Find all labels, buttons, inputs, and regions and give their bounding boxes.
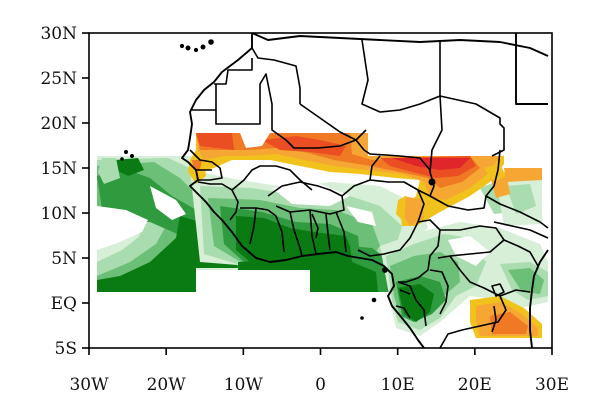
y-tick-label: 30N: [40, 24, 77, 44]
lake-volta: [311, 213, 319, 239]
white-gap-coast-2: [346, 206, 376, 226]
y-tick-label: EQ: [51, 294, 77, 314]
lake-chad: [428, 178, 436, 186]
x-tick-label: 20W: [147, 375, 187, 395]
border-western-sahara: [190, 58, 253, 111]
y-tick-label: 20N: [40, 114, 77, 134]
canary-island: [208, 39, 214, 45]
x-tick-label: 10W: [224, 375, 264, 395]
lakes: [311, 213, 505, 333]
white-hole-center: [240, 133, 270, 148]
border-algeria-libya: [361, 39, 441, 113]
x-tick-label: 20E: [458, 375, 492, 395]
orange-band: [196, 133, 480, 188]
red-orange-center: [262, 136, 346, 156]
y-tick-label: 25N: [40, 69, 77, 89]
x-tick-label: 30E: [535, 375, 569, 395]
x-tick-label: 10E: [381, 375, 415, 395]
cape-verde-island: [124, 150, 128, 154]
red-sea-coast: [515, 33, 548, 105]
border-east: [499, 239, 539, 297]
africa-coastline: [181, 33, 425, 348]
yellow-patch-ne: [484, 164, 506, 182]
white-gap-2: [150, 186, 186, 220]
cape-verde-island: [120, 157, 124, 161]
islands: [120, 39, 436, 320]
border-sudan-south: [485, 195, 549, 239]
white-gap: [97, 206, 148, 250]
canary-island: [179, 43, 185, 49]
border-ghana: [289, 209, 317, 257]
cape-verde-island: [130, 154, 134, 158]
angola-field: [470, 296, 542, 338]
orange-stripe-east: [504, 168, 542, 182]
bioko-island: [382, 267, 388, 273]
green-dark-coast: [236, 216, 352, 262]
x-tick-label: 30W: [69, 375, 109, 395]
green-light-ne2: [506, 184, 536, 214]
border-senegal: [189, 149, 223, 181]
x-tick-label: 0: [315, 375, 326, 395]
y-axis-ticks: 30N 25N 20N 15N 10N 5N EQ 5S: [40, 24, 89, 359]
y-tick-label: 15N: [40, 159, 77, 179]
border-mali-west: [231, 165, 313, 191]
east-coast: [529, 249, 549, 348]
border-mali-niger: [299, 103, 431, 171]
mediterranean-coast: [251, 33, 549, 57]
canary-island: [193, 47, 199, 53]
y-tick-label: 5S: [55, 339, 77, 359]
white-east-gap: [448, 236, 490, 266]
shaded-field: [97, 133, 548, 338]
border-mauritania: [215, 73, 367, 149]
green-light-nw-patch: [98, 158, 120, 184]
border-morocco-algeria: [251, 47, 301, 104]
lake-tanganyika: [491, 305, 497, 333]
border-ivory-coast: [240, 207, 285, 253]
green-dark-nw-patch: [116, 158, 144, 176]
y-tick-label: 5N: [51, 249, 77, 269]
x-axis-ticks: 30W 20W 10W 0 10E 20E 30E: [69, 348, 569, 395]
green-field-central: [380, 178, 548, 336]
orange-light-band: [196, 133, 500, 200]
annobon-island: [360, 316, 364, 320]
lake-victoria: [491, 283, 505, 297]
border-congo: [397, 269, 449, 327]
border-libya-egypt: [439, 95, 505, 157]
border-niger-chad: [369, 155, 431, 197]
border-chad: [429, 95, 501, 211]
sao-tome-island: [371, 297, 377, 303]
border-togo-benin: [325, 211, 347, 253]
canary-island: [185, 45, 191, 51]
red-orange-band: [196, 133, 234, 150]
border-drc: [439, 255, 507, 348]
yellow-patch-se: [396, 196, 406, 222]
y-tick-label: 10N: [40, 204, 77, 224]
boundaries: [181, 33, 549, 348]
border-gabon: [395, 289, 411, 319]
orange-deep-angola: [490, 312, 528, 334]
canary-island: [200, 44, 206, 50]
border-cameroon: [398, 219, 441, 283]
